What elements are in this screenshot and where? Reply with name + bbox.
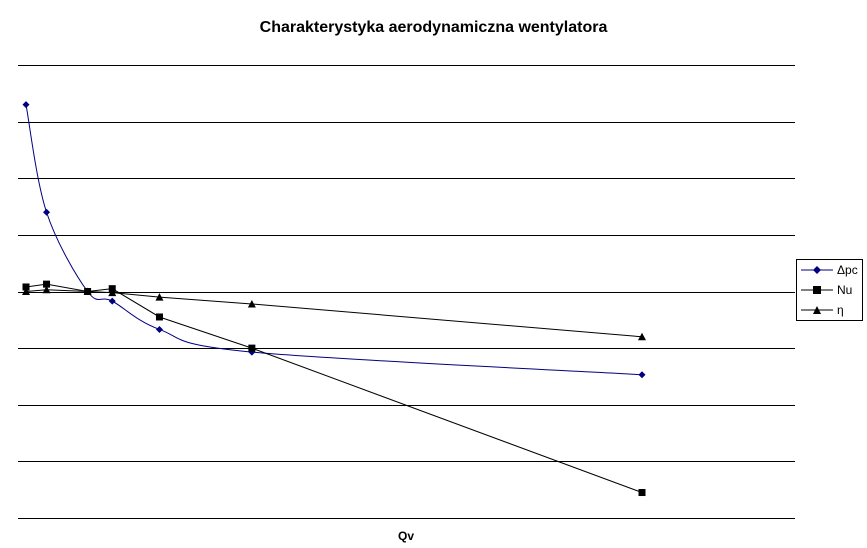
series-line-dpc	[25, 104, 643, 376]
x-axis-label: Qv	[397, 529, 414, 543]
legend-item-eta: η	[799, 301, 863, 319]
marker-dpc-0	[22, 101, 30, 109]
marker-eta-6	[638, 332, 646, 341]
legend-item-dpc: Δpc	[799, 261, 863, 279]
marker-nu-5	[248, 344, 256, 352]
marker-nu-1	[43, 280, 51, 288]
legend: Δpc Nu η	[796, 259, 863, 321]
legend-label-dpc: Δpc	[837, 263, 858, 277]
marker-dpc-4	[155, 325, 163, 333]
marker-nu-4	[155, 313, 163, 321]
marker-eta-0	[22, 287, 30, 295]
marker-nu-0	[22, 283, 30, 291]
gridlines	[18, 65, 795, 519]
legend-swatch-nu	[801, 286, 833, 294]
legend-label-nu: Nu	[837, 283, 853, 297]
marker-nu-6	[638, 489, 646, 497]
marker-eta-1	[42, 285, 51, 294]
marker-eta-2	[83, 287, 92, 295]
legend-swatch-dpc	[801, 266, 833, 274]
marker-eta-3	[108, 288, 117, 297]
marker-dpc-1	[43, 208, 51, 216]
series-markers	[22, 101, 646, 497]
marker-eta-4	[155, 293, 164, 301]
marker-dpc-6	[638, 371, 646, 379]
legend-swatch-eta	[801, 306, 833, 314]
legend-label-eta: η	[837, 303, 844, 317]
legend-item-nu: Nu	[799, 281, 863, 299]
series-line-eta	[25, 289, 643, 338]
marker-dpc-3	[108, 297, 116, 305]
marker-eta-5	[247, 299, 256, 308]
series-lines	[25, 104, 643, 493]
chart-title: Charakterystyka aerodynamiczna wentylato…	[259, 19, 608, 36]
